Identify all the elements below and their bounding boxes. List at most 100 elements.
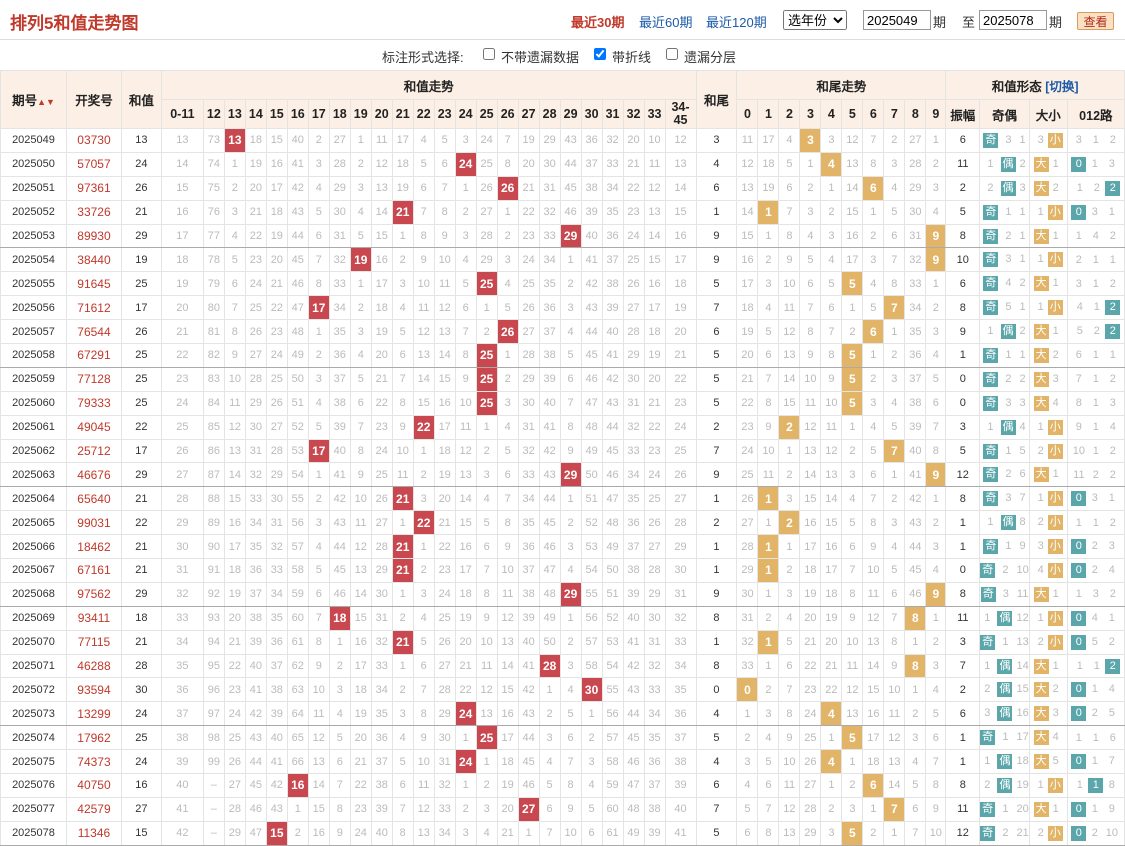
sum-miss-cell: 51 xyxy=(601,581,624,607)
range-60[interactable]: 最近60期 xyxy=(639,15,693,30)
period-cell: 2025053 xyxy=(0,223,67,249)
tail-hit-cell: 8 xyxy=(904,605,927,631)
sum-miss-cell: 22 xyxy=(454,677,477,703)
period-cell: 2025073 xyxy=(0,701,67,727)
sum-miss-cell: 14 xyxy=(643,223,666,249)
tail-miss-cell: 27 xyxy=(736,510,759,536)
tail-miss-cell: 7 xyxy=(778,199,801,225)
tail-col-header: 5 xyxy=(841,99,864,129)
tail-miss-cell: 8 xyxy=(883,629,906,655)
tail-miss-cell: 4 xyxy=(757,725,780,751)
period-to-input[interactable] xyxy=(979,10,1047,30)
sum-miss-cell: 44 xyxy=(601,414,624,440)
oe-miss: 1 xyxy=(987,325,994,338)
sum-miss-cell: 42 xyxy=(580,271,603,297)
year-select[interactable]: 选年份 xyxy=(783,10,847,30)
switch-link[interactable]: [切换] xyxy=(1045,79,1079,94)
sum-miss-cell: 27 xyxy=(664,486,697,512)
option-layer-label: 遗漏分层 xyxy=(684,50,737,65)
tail-miss-cell: 8 xyxy=(925,438,947,464)
big-tag: 大 xyxy=(1033,586,1049,602)
sum-miss-cell: 22 xyxy=(517,199,540,225)
tail-miss-cell: 3 xyxy=(841,462,864,488)
range-30[interactable]: 最近30期 xyxy=(571,15,625,30)
sum-miss-cell: 5 xyxy=(349,223,372,249)
sum-miss-cell: 25 xyxy=(160,414,204,440)
sum-hit-cell: 18 xyxy=(328,605,351,631)
sum-miss-cell: 11 xyxy=(349,510,372,536)
sum-miss-cell: 39 xyxy=(580,199,603,225)
sum-miss-cell: 40 xyxy=(244,653,267,679)
sum-miss-cell: 33 xyxy=(160,605,204,631)
route-miss: 5 xyxy=(1091,635,1098,648)
option-layer-checkbox[interactable] xyxy=(666,48,678,60)
tail-miss-cell: 6 xyxy=(778,175,801,201)
sum-miss-cell: 36 xyxy=(664,701,697,727)
sum-miss-cell: 34 xyxy=(328,295,351,321)
sum-miss-cell: 1 xyxy=(538,677,561,703)
sort-arrows-icon[interactable]: ▲▼ xyxy=(37,97,55,107)
tail-miss-cell: 12 xyxy=(799,414,822,440)
sum-hit-cell: 13 xyxy=(223,128,246,153)
sum-miss-cell: 1 xyxy=(391,653,414,679)
table-row: 2025071 46288 28 35 95 22 40 37 62 9 2 17 33 1 6 27 21 11… xyxy=(0,653,1125,679)
tail-miss-cell: 2 xyxy=(820,796,843,822)
sum-value-cell: 17 xyxy=(120,295,162,321)
query-button[interactable]: 查看 xyxy=(1077,12,1114,30)
table-row: 2025058 67291 25 22 82 9 27 24 49 2 36 4 20 6 13 14 8 25 1… xyxy=(0,343,1125,368)
table-row: 2025049 03730 13 13 73 13 18 15 40 2 27 1 11 17 4 5 3 24 7… xyxy=(0,128,1125,153)
tail-miss-cell: 1 xyxy=(925,128,947,153)
sum-miss-cell: 75 xyxy=(202,175,225,201)
col-period[interactable]: 期号▲▼ xyxy=(0,70,67,129)
sum-miss-cell: 39 xyxy=(622,581,645,607)
sum-miss-cell: 37 xyxy=(244,581,267,607)
sum-miss-cell: 26 xyxy=(370,486,393,512)
sum-miss-cell: 21 xyxy=(160,319,204,345)
sum-miss-cell: 39 xyxy=(517,605,540,631)
sum-miss-cell: 5 xyxy=(559,701,582,727)
oe-extra: 1 xyxy=(1019,301,1026,314)
sum-miss-cell: 1 xyxy=(328,629,351,655)
sum-col-header: 13 xyxy=(223,99,246,129)
sum-miss-cell: 40 xyxy=(538,390,561,416)
route-miss: 3 xyxy=(1075,134,1082,147)
period-from-input[interactable] xyxy=(863,10,931,30)
option-line-checkbox[interactable] xyxy=(594,48,606,60)
tail-miss-cell: 1 xyxy=(862,796,885,822)
tail-hit-cell: 5 xyxy=(841,725,864,751)
tail-col-header: 7 xyxy=(883,99,906,129)
sum-miss-cell: 5 xyxy=(454,271,477,297)
sum-miss-cell: 1 xyxy=(559,247,582,273)
table-row: 2025056 71612 17 20 80 7 25 22 47 17 34 2 18 4 11 12 6 1 5… xyxy=(0,295,1125,321)
tail-miss-cell: 1 xyxy=(841,414,864,440)
sum-miss-cell: 34 xyxy=(538,247,561,273)
sum-miss-cell: 5 xyxy=(391,319,414,345)
sum-miss-cell: 93 xyxy=(202,605,225,631)
tail-value-cell: 9 xyxy=(695,581,738,607)
option-no-miss-checkbox[interactable] xyxy=(483,48,495,60)
sum-miss-cell: 3 xyxy=(349,319,372,345)
range-120[interactable]: 最近120期 xyxy=(706,15,767,30)
route-miss: 4 xyxy=(1076,301,1083,314)
tail-miss-cell: 12 xyxy=(736,151,759,177)
sum-miss-cell: 46 xyxy=(538,534,561,560)
tail-value-cell: 7 xyxy=(695,796,738,822)
sum-miss-cell: 16 xyxy=(496,701,519,727)
sum-value-cell: 25 xyxy=(120,390,162,416)
table-row: 2025078 11346 15 42–29 47 15 2 16 9 24 40 8 13 34 3 4 21… xyxy=(0,820,1125,846)
sum-hit-cell: 25 xyxy=(475,725,498,751)
sum-miss-cell: 28 xyxy=(622,319,645,345)
draw-number-cell: 40750 xyxy=(65,773,122,798)
sum-miss-cell: 16 xyxy=(643,271,666,297)
sum-miss-cell: 36 xyxy=(370,725,393,751)
tail-miss-cell: 19 xyxy=(820,605,843,631)
tail-miss-cell: 5 xyxy=(820,271,843,297)
sum-miss-cell: 55 xyxy=(286,486,309,512)
tail-miss-cell: 15 xyxy=(799,486,822,512)
period-cell: 2025070 xyxy=(0,629,67,655)
sum-miss-cell: 2 xyxy=(286,820,309,846)
